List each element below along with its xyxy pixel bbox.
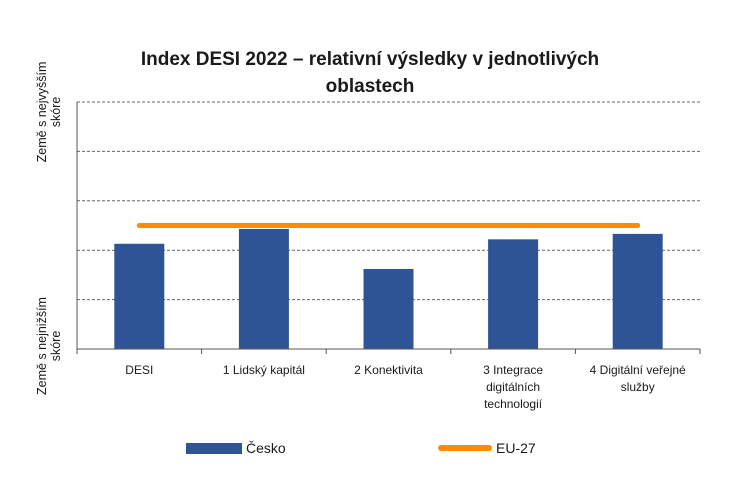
- legend-swatch-cesko: [186, 442, 242, 454]
- x-tick-label: technologií: [484, 397, 543, 411]
- x-tick-label: 2 Konektivita: [354, 363, 423, 377]
- x-tick-label: 3 Integrace: [483, 363, 543, 377]
- legend-label-eu27: EU-27: [496, 440, 536, 456]
- legend-item-cesko: Česko: [186, 440, 286, 456]
- x-tick-label: 1 Lidský kapitál: [223, 363, 305, 377]
- bar-cesko: [363, 268, 414, 349]
- chart-plot: DESI 1 Lidský kapitál 2 Konektivita 3 Integ…: [76, 101, 701, 411]
- bar-cesko: [238, 228, 289, 349]
- x-tick-label: DESI: [125, 363, 153, 377]
- bar-cesko: [488, 239, 539, 349]
- legend-item-eu27: EU-27: [438, 440, 536, 456]
- chart-title-line2: oblastech: [325, 76, 415, 97]
- legend-label-cesko: Česko: [246, 440, 286, 456]
- legend-swatch-eu27: [438, 445, 492, 451]
- chart-title-line1: Index DESI 2022 – relativní výsledky v j…: [140, 49, 600, 70]
- bar-cesko: [612, 233, 663, 349]
- bar-cesko: [114, 243, 165, 349]
- x-tick-label: digitálních: [486, 380, 540, 394]
- chart-title: Index DESI 2022 – relativní výsledky v j…: [90, 46, 650, 100]
- x-tick-label: 4 Digitální veřejné: [590, 363, 686, 377]
- x-tick-label: služby: [621, 380, 655, 394]
